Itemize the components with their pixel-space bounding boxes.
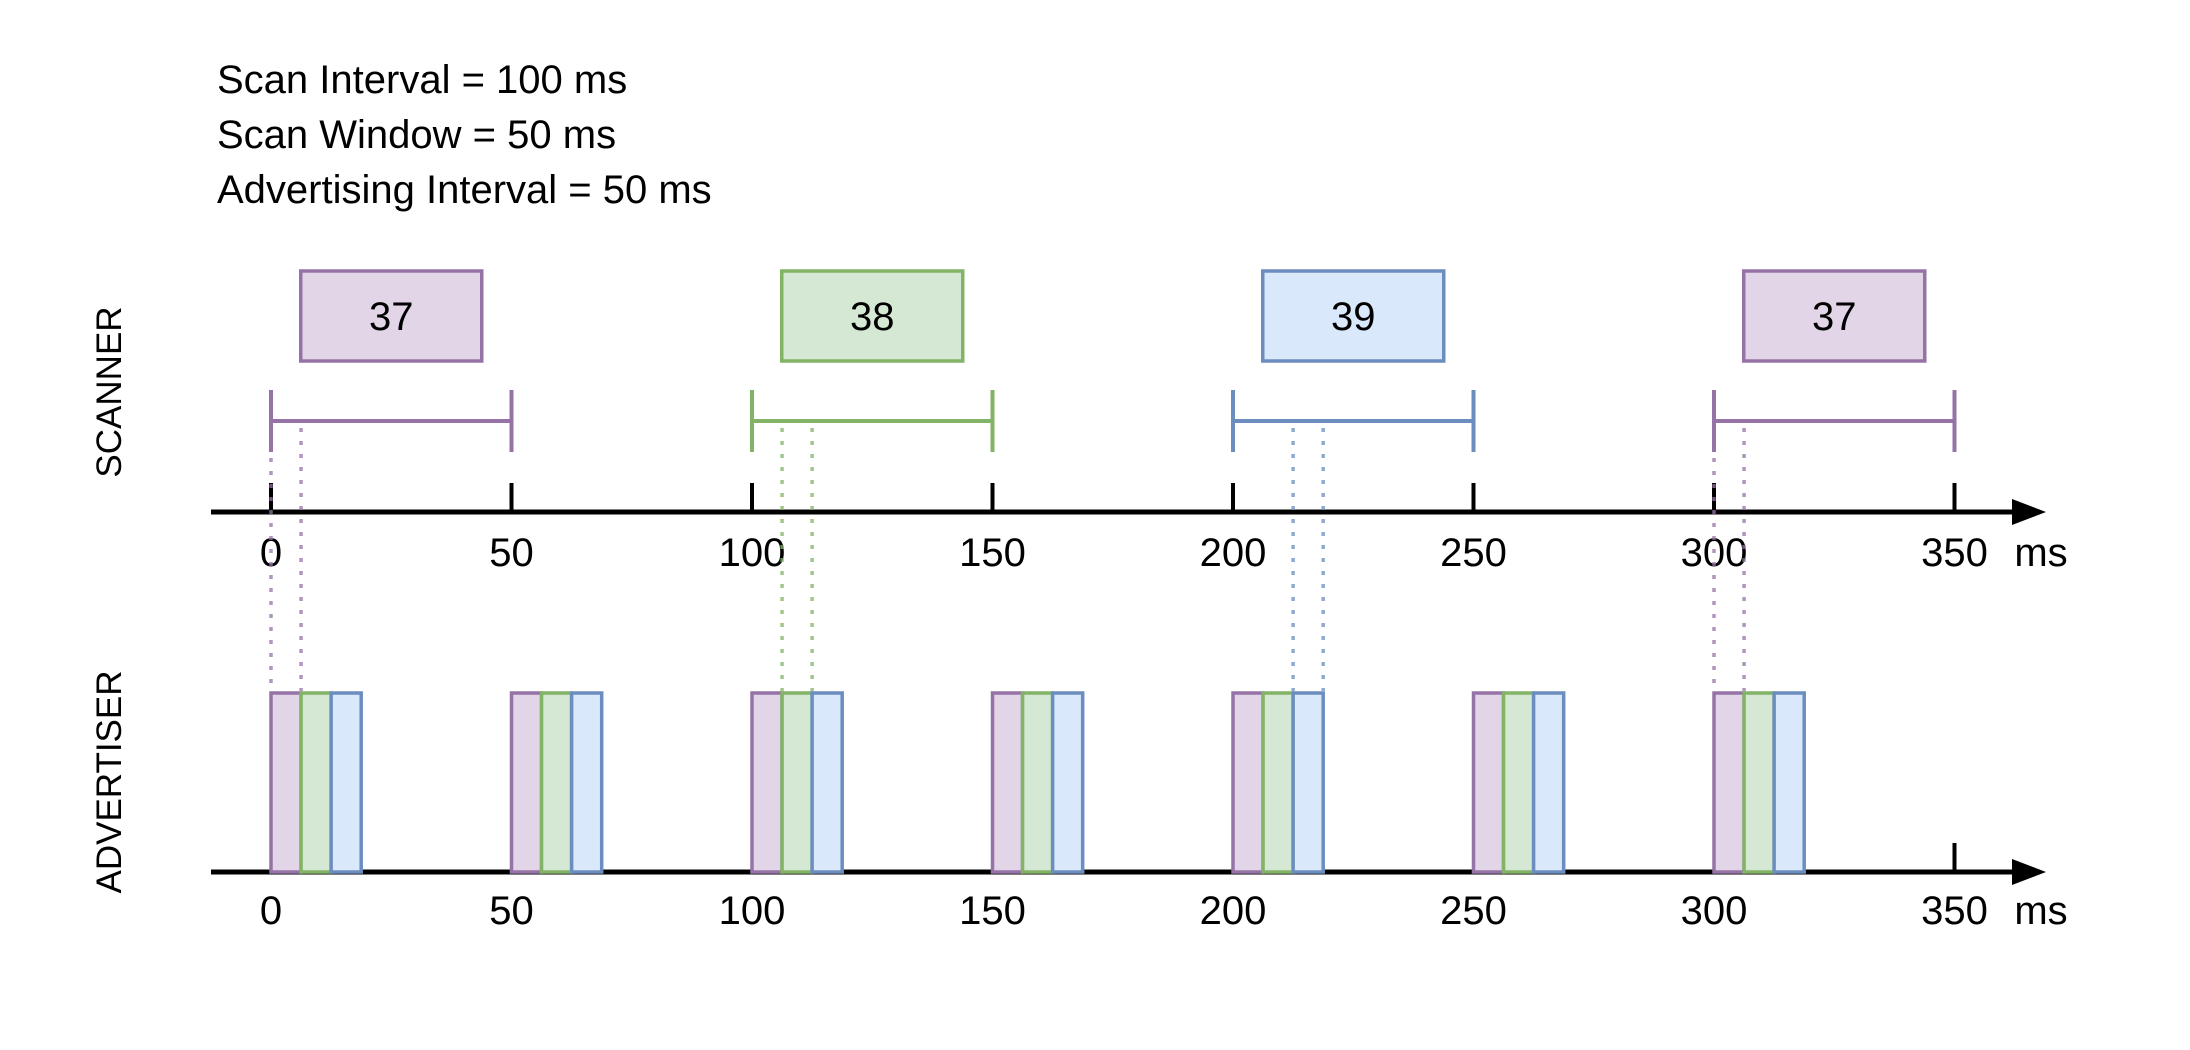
title-line: Advertising Interval = 50 ms xyxy=(217,168,712,212)
axis-tick-label: 200 xyxy=(1200,889,1267,933)
adv-packet-bar-ch38 xyxy=(539,691,574,874)
adv-packet-bar-ch38 xyxy=(1020,691,1055,874)
adv-packet-bar-ch38 xyxy=(299,691,333,874)
axis-tick-label: 250 xyxy=(1440,889,1507,933)
adv-packet-bar-ch39 xyxy=(1772,691,1806,874)
scan-channel-box-label: 38 xyxy=(850,295,895,339)
axis-tick-label: 300 xyxy=(1681,889,1748,933)
axis-tick-label: 200 xyxy=(1200,531,1267,575)
adv-packet-bar-ch37 xyxy=(269,691,303,874)
adv-packet-bar-ch38 xyxy=(1501,691,1536,874)
axis-tick-label: 350 xyxy=(1921,889,1988,933)
axis-tick-label: 0 xyxy=(260,889,282,933)
adv-packet-bar-ch37 xyxy=(509,691,544,874)
adv-packet-bar-ch39 xyxy=(329,691,363,874)
axis-tick-label: 100 xyxy=(719,889,786,933)
axis-tick-label: 250 xyxy=(1440,531,1507,575)
scanner-row-label: SCANNER xyxy=(90,306,129,477)
axis-tick-label: 50 xyxy=(489,889,534,933)
advertiser-row-label: ADVERTISER xyxy=(90,670,129,893)
axis-tick-label: 150 xyxy=(959,531,1026,575)
advertiser-axis-arrow-icon xyxy=(2012,859,2046,885)
adv-packet-bar-ch39 xyxy=(1050,691,1085,874)
scan-channel-box-label: 37 xyxy=(1812,295,1857,339)
adv-packet-bar-ch37 xyxy=(750,691,784,874)
axis-unit-label: ms xyxy=(2014,889,2067,933)
adv-packet-bar-ch37 xyxy=(1712,691,1746,874)
axis-tick-label: 50 xyxy=(489,531,534,575)
adv-packet-bar-ch37 xyxy=(990,691,1025,874)
scan-channel-box-label: 37 xyxy=(369,295,414,339)
scan-channel-box-label: 39 xyxy=(1331,295,1376,339)
scanner-axis-arrow-icon xyxy=(2012,499,2046,525)
scan-channel-box xyxy=(1742,269,1927,363)
title-line: Scan Window = 50 ms xyxy=(217,113,616,157)
adv-packet-bar-ch39 xyxy=(569,691,604,874)
adv-packet-bar-ch38 xyxy=(780,691,814,874)
scan-channel-box xyxy=(1261,269,1446,363)
axis-tick-label: 150 xyxy=(959,889,1026,933)
adv-packet-bar-ch38 xyxy=(1742,691,1776,874)
adv-packet-bar-ch37 xyxy=(1471,691,1506,874)
axis-tick-label: 100 xyxy=(719,531,786,575)
title-line: Scan Interval = 100 ms xyxy=(217,58,627,102)
scan-channel-box xyxy=(780,269,965,363)
axis-unit-label: ms xyxy=(2014,531,2067,575)
adv-packet-bar-ch39 xyxy=(810,691,844,874)
axis-tick-label: 350 xyxy=(1921,531,1988,575)
adv-packet-bar-ch37 xyxy=(1231,691,1265,874)
adv-packet-bar-ch39 xyxy=(1531,691,1566,874)
adv-packet-bar-ch39 xyxy=(1291,691,1325,874)
adv-packet-bar-ch38 xyxy=(1261,691,1295,874)
scan-channel-box xyxy=(299,269,484,363)
